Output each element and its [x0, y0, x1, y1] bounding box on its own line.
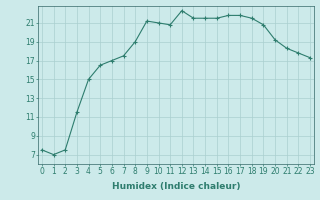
X-axis label: Humidex (Indice chaleur): Humidex (Indice chaleur): [112, 182, 240, 191]
